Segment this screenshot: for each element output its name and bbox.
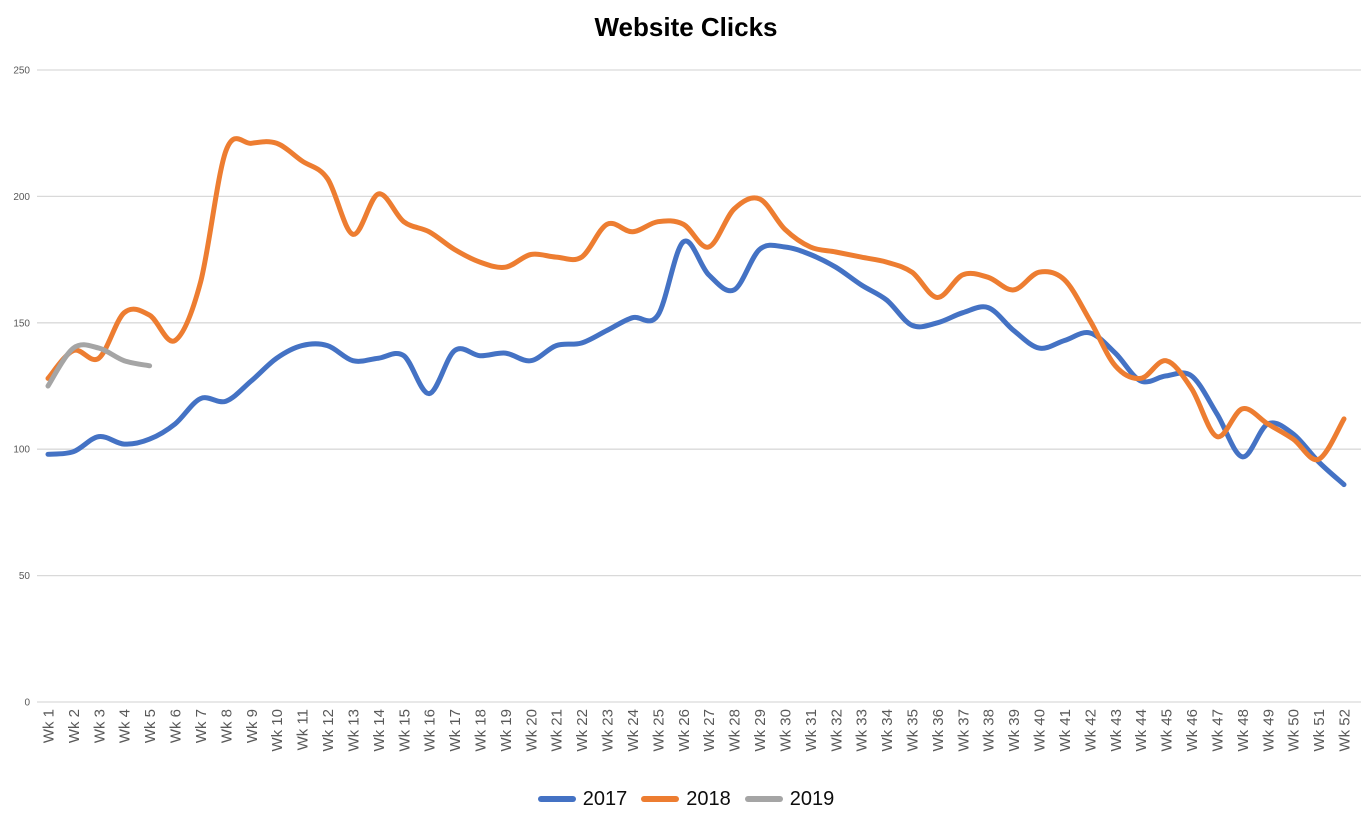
x-axis-tick-label: Wk 10 [269, 709, 286, 752]
legend-item-2017: 2017 [537, 787, 628, 811]
x-axis-tick-label: Wk 33 [854, 709, 871, 752]
legend-swatch-2019 [744, 796, 783, 802]
legend-item-2019: 2019 [744, 787, 835, 811]
x-axis-tick-label: Wk 6 [168, 709, 185, 743]
x-axis-tick-label: Wk 47 [1209, 709, 1226, 752]
x-axis-tick-label: Wk 34 [879, 709, 896, 752]
x-axis-tick-label: Wk 39 [1006, 709, 1023, 752]
x-axis-tick-label: Wk 21 [549, 709, 566, 752]
x-axis-tick-label: Wk 37 [955, 709, 972, 752]
x-axis-tick-label: Wk 16 [422, 709, 439, 752]
x-axis-tick-label: Wk 48 [1235, 709, 1252, 752]
x-axis-tick-label: Wk 45 [1159, 709, 1176, 752]
x-axis-tick-label: Wk 46 [1184, 709, 1201, 752]
x-axis-tick-label: Wk 17 [447, 709, 464, 752]
x-axis-tick-label: Wk 40 [1032, 709, 1049, 752]
x-axis-tick-label: Wk 36 [930, 709, 947, 752]
x-axis-tick-label: Wk 4 [117, 709, 134, 743]
x-axis-tick-label: Wk 24 [625, 709, 642, 752]
legend-label-2019: 2019 [789, 787, 835, 810]
series-line-2018 [45, 136, 1347, 463]
x-axis-tick-label: Wk 5 [142, 709, 159, 743]
x-axis-tick-label: Wk 50 [1286, 709, 1303, 752]
series-line-2017 [45, 238, 1347, 488]
x-axis-tick-label: Wk 28 [727, 709, 744, 752]
x-axis-tick-label: Wk 26 [676, 709, 693, 752]
y-axis-tick-label: 150 [13, 318, 30, 329]
x-axis-tick-label: Wk 12 [320, 709, 337, 752]
legend-label-2017: 2017 [582, 787, 628, 810]
x-axis-tick-label: Wk 31 [803, 709, 820, 752]
y-axis-tick-label: 250 [13, 66, 30, 77]
y-axis-tick-label: 100 [13, 445, 30, 456]
x-axis-tick-label: Wk 2 [66, 709, 83, 743]
legend-swatch-2017 [537, 796, 576, 802]
x-axis-tick-label: Wk 22 [574, 709, 591, 752]
x-axis-tick-label: Wk 11 [295, 709, 312, 750]
x-axis-tick-label: Wk 35 [905, 709, 922, 752]
x-axis-tick-label: Wk 1 [41, 709, 58, 743]
x-axis-tick-label: Wk 29 [752, 709, 769, 752]
x-axis-tick-label: Wk 9 [244, 709, 261, 743]
chart-title: Website Clicks [594, 12, 778, 42]
y-axis-tick-label: 50 [19, 571, 31, 582]
x-axis-tick-label: Wk 8 [218, 709, 235, 743]
series-line-2019 [45, 342, 153, 389]
x-axis-tick-label: Wk 43 [1108, 709, 1125, 752]
x-axis-tick-label: Wk 14 [371, 709, 388, 752]
legend-item-2018: 2018 [641, 788, 731, 811]
x-axis-tick-label: Wk 38 [981, 709, 998, 752]
y-axis-tick-label: 0 [24, 698, 30, 709]
x-axis-tick-label: Wk 15 [396, 709, 413, 752]
x-axis-tick-label: Wk 23 [600, 709, 617, 752]
x-axis-tick-label: Wk 51 [1311, 709, 1328, 752]
x-axis-tick-label: Wk 41 [1057, 709, 1074, 752]
x-axis-tick-label: Wk 52 [1337, 709, 1354, 752]
x-axis-tick-label: Wk 32 [828, 709, 845, 752]
x-axis-tick-label: Wk 18 [473, 709, 490, 752]
x-axis-tick-label: Wk 30 [777, 709, 794, 752]
x-axis-tick-label: Wk 42 [1082, 709, 1099, 752]
x-axis-tick-label: Wk 20 [523, 709, 540, 752]
x-axis-tick-label: Wk 25 [650, 709, 667, 752]
legend-label-2018: 2018 [686, 787, 731, 810]
x-axis-tick-label: Wk 7 [193, 709, 210, 743]
legend-swatch-2018 [641, 796, 680, 802]
x-axis-tick-label: Wk 19 [498, 709, 515, 752]
chart-legend: 2017 2018 2019 [0, 784, 1372, 814]
y-axis-tick-label: 200 [13, 192, 30, 203]
x-axis-tick-label: Wk 44 [1133, 709, 1150, 752]
x-axis-tick-label: Wk 27 [701, 709, 718, 752]
x-axis-tick-label: Wk 13 [345, 709, 362, 752]
x-axis-tick-label: Wk 3 [91, 709, 108, 743]
x-axis-tick-label: Wk 49 [1260, 709, 1277, 752]
